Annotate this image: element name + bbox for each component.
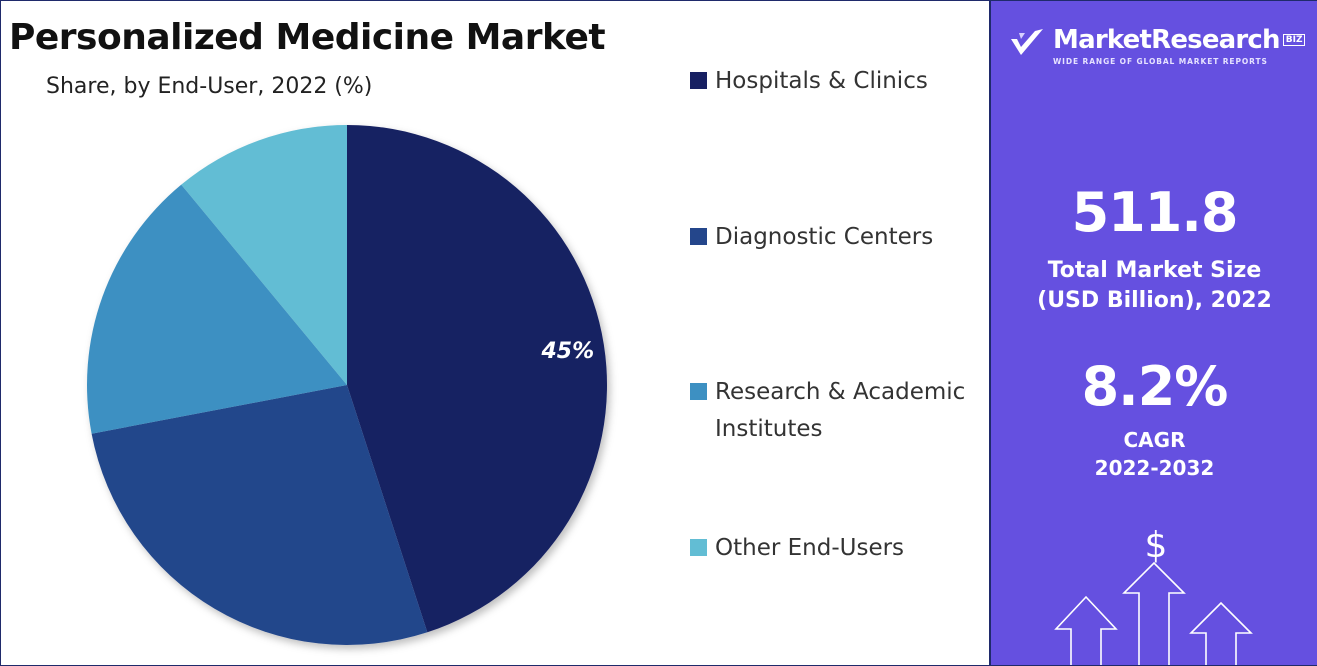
- pie-slice: [91, 385, 428, 645]
- legend-item-research: Research & Academic Institutes: [690, 374, 970, 448]
- legend-item-diagnostic: Diagnostic Centers: [690, 219, 975, 256]
- legend-swatch: [690, 72, 707, 89]
- legend-label: Research & Academic Institutes: [715, 379, 966, 442]
- brand-name: MarketResearch BIZ: [1053, 25, 1306, 55]
- legend-item-hospitals: Hospitals & Clinics: [690, 63, 975, 100]
- legend-label: Other End-Users: [715, 535, 905, 561]
- brand-tagline: WIDE RANGE OF GLOBAL MARKET REPORTS: [1053, 57, 1268, 66]
- brand-logo: MarketResearch BIZ WIDE RANGE OF GLOBAL …: [1009, 25, 1306, 66]
- pie-slice: [181, 125, 347, 385]
- dollar-sign-icon: $: [1145, 525, 1168, 566]
- arrow-up-icon: [1122, 561, 1186, 665]
- chart-subtitle: Share, by End-User, 2022 (%): [46, 74, 373, 99]
- legend-label: Diagnostic Centers: [715, 224, 934, 250]
- chart-panel: Personalized Medicine Market Share, by E…: [1, 1, 988, 665]
- market-size-label: Total Market Size (USD Billion), 2022: [1037, 258, 1272, 313]
- legend-swatch: [690, 383, 707, 400]
- market-size-value: 511.8: [1071, 181, 1239, 244]
- pie-data-label: 45%: [541, 339, 595, 364]
- legend-label: Hospitals & Clinics: [715, 68, 928, 94]
- cagr-label-line2: 2022-2032: [1094, 456, 1215, 480]
- pie-slice: [87, 184, 347, 434]
- pie-slice: [347, 125, 607, 633]
- legend-item-other: Other End-Users: [690, 530, 975, 567]
- pie-chart: 45%: [87, 125, 607, 645]
- chart-title: Personalized Medicine Market: [9, 17, 606, 58]
- cagr-value: 8.2%: [1081, 355, 1229, 418]
- cagr-label: CAGR 2022-2032: [991, 426, 1317, 482]
- arrow-up-icon: [1189, 601, 1253, 665]
- growth-arrows-icon: $: [1054, 525, 1253, 665]
- legend-swatch: [690, 228, 707, 245]
- arrow-up-icon: [1054, 595, 1118, 665]
- stats-panel: MarketResearch BIZ WIDE RANGE OF GLOBAL …: [989, 1, 1317, 665]
- brand-badge: BIZ: [1282, 34, 1306, 46]
- legend-swatch: [690, 539, 707, 556]
- brand-name-text: MarketResearch: [1053, 25, 1281, 55]
- cagr-label-line1: CAGR: [1123, 428, 1186, 452]
- checkmark-logo-icon: [1011, 29, 1043, 55]
